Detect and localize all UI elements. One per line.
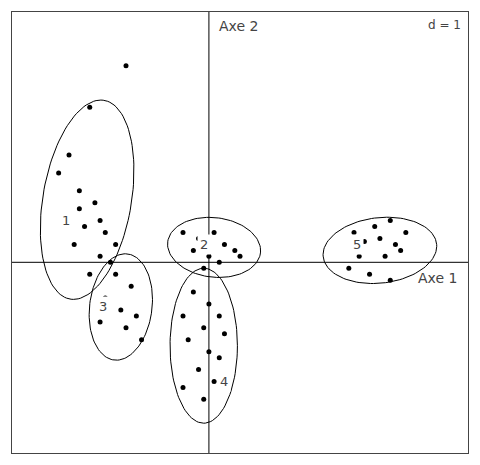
- svg-text:2: 2: [200, 237, 208, 252]
- svg-text:4: 4: [220, 374, 228, 389]
- svg-text:d = 1: d = 1: [428, 18, 461, 32]
- svg-text:5: 5: [353, 237, 361, 252]
- svg-text:3: 3: [99, 299, 107, 314]
- svg-text:1: 1: [62, 213, 70, 228]
- svg-text:Axe 1: Axe 1: [418, 270, 457, 286]
- svg-text:Axe 2: Axe 2: [219, 18, 258, 34]
